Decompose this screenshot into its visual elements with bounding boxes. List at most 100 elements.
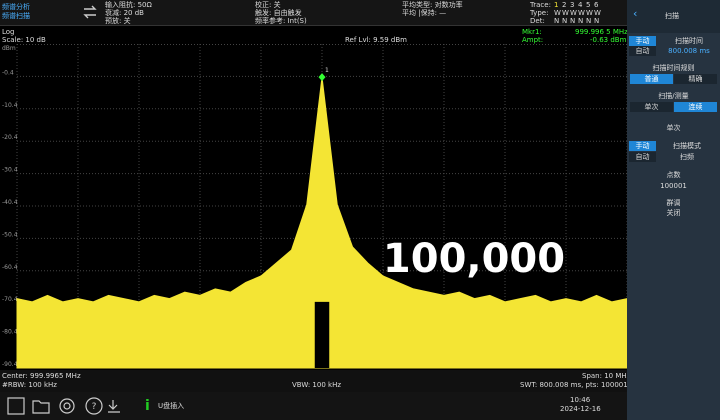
precise[interactable]: 精确 [674,74,717,84]
span: Span: 10 MHz [582,372,631,380]
trace-row: Det: N N N N N N [530,17,602,25]
sweep-time[interactable]: 扫描时间 [675,37,703,45]
trace-cell: 2 [562,1,567,9]
y-unit: dBm [2,45,16,52]
trace-cell: Det: [530,17,545,25]
trace-cell: Type: [530,9,549,17]
submode: 频谱扫描 [2,12,30,20]
marker-label: 1 [325,67,329,74]
info-icon: i [145,398,150,414]
spectrum-plot: dBm -0.4 -10.4 -20.4 -30.4 -40.4 -50.4 -60.4 -70… [2,44,627,369]
trace-row: Trace: 1 2 3 4 5 6 [530,1,602,9]
txt: 触发: 自由触发 [255,9,302,17]
trace-cell: N [594,17,600,25]
trace-cell: W [570,9,577,17]
y-tick-label: -60.4 [2,264,18,271]
y-tick-label: -90.4 [2,361,18,368]
ampt: -0.63 dBm [590,36,627,44]
trace-cell: N [586,17,592,25]
col2: 校正: 关触发: 自由触发 频率参考: Int(S) [255,1,307,25]
gate[interactable]: 群调 [666,199,681,207]
trace-cell: 1 [554,1,559,9]
trace-cell: W [554,9,561,17]
taskbar-icons[interactable]: ? [0,392,140,420]
normal[interactable]: 普通 [630,74,673,84]
sweep-measure: 扫描/测量 [658,92,689,100]
points-value: 100001 [660,182,687,190]
back[interactable]: ‹ [633,7,638,20]
marker [318,73,326,82]
auto[interactable]: 自动 [629,46,656,56]
footer [0,370,627,392]
message: U盘插入 [158,402,185,410]
trace-cell: 3 [570,1,575,9]
swap-icon[interactable] [82,5,98,19]
txt: 频率参考: Int(S) [255,17,307,25]
mode: 频谱分析 [2,3,30,11]
center-gap [314,301,330,368]
auto2[interactable]: 自动 [629,152,656,162]
trace-cell: 5 [586,1,591,9]
trace-cell: W [594,9,601,17]
points[interactable]: 点数 [666,171,681,179]
ref-level: Ref Lvl: 9.59 dBm [345,36,407,44]
txt: 输入阻抗: 50Ω [105,1,152,9]
txt: 预放: 关 [105,17,131,25]
center: Center: 999.9965 MHz [2,372,81,380]
txt: 校正: 关 [255,1,281,9]
sweep-mode[interactable]: 扫描模式 [673,142,701,150]
trace-cell: 4 [578,1,583,9]
trace-cell: N [554,17,560,25]
mkr-label: Mkr1: [522,28,542,36]
trace-cell: N [562,17,568,25]
y-tick-label: -0.4 [2,69,14,76]
trace-cell: N [570,17,576,25]
spectrum-trace [16,77,627,369]
rule: 扫描时间规则 [652,64,695,72]
side-header [627,0,720,33]
mkr-freq: 999.996 5 MHz [575,28,628,36]
trace-cell: W [586,9,593,17]
txt: 衰减: 20 dB [105,9,144,17]
gate-value: 关闭 [666,209,681,217]
trace-table: Trace: 1 2 3 4 5 6 Type: WWWWWW Det: N N N N N N [530,1,602,25]
single[interactable]: 单次 [630,102,673,112]
y-tick-label: -80.4 [2,329,18,336]
txt: 平均 |保持: — [402,9,447,17]
y-tick-label: -40.4 [2,199,18,206]
sweep-time-value: 800.008 ms [668,47,710,55]
vbw: VBW: 100 kHz [292,381,342,389]
trace-cell: 6 [594,1,599,9]
y-tick-label: -70.4 [2,296,18,303]
scale-type: Log [2,28,15,36]
txt: 平均类型: 对数功率 [402,1,463,9]
continuous[interactable]: 连续 [674,102,717,112]
svg-text:?: ? [92,402,97,412]
annotation: 100,000 [383,236,565,282]
y-tick-label: -20.4 [2,134,18,141]
y-tick-label: -10.4 [2,102,18,109]
rbw: #RBW: 100 kHz [2,381,57,389]
y-tick-label: -30.4 [2,167,18,174]
sidebar: ‹ 扫描 手动 自动 扫描时间 800.008 ms 扫描时间规则 普通 精确 … [627,0,720,420]
taskbar: ? i U盘插入 10:46 2024-12-16 [0,392,627,420]
trace-row: Type: WWWWWW [530,9,602,17]
col1: 输入阻抗: 50Ω 衰减: 20 dB 预放: 关 [105,1,152,25]
manual2[interactable]: 手动 [629,141,656,151]
side-title: 扫描 [665,12,679,20]
trace-cell: Trace: [530,1,551,9]
trace-cell: N [578,17,584,25]
date: 2024-12-16 [560,405,601,413]
trace-cell: W [578,9,585,17]
swt: SWT: 800.008 ms, pts: 100001 [520,381,628,389]
time: 10:46 [570,396,591,404]
header: 频谱分析 频谱扫描 输入阻抗: 50Ω 衰减: 20 dB 预放: 关 校正: 关触… [0,0,627,26]
ampt-label: Ampt: [522,36,544,44]
single-btn[interactable]: 单次 [666,124,681,132]
trace-cell: W [562,9,569,17]
manual[interactable]: 手动 [629,36,656,46]
sweep-mode-value: 扫频 [680,153,694,161]
col3: 平均类型: 对数功率 平均 |保持: — [402,1,463,17]
scale: Scale: 10 dB [2,36,46,44]
